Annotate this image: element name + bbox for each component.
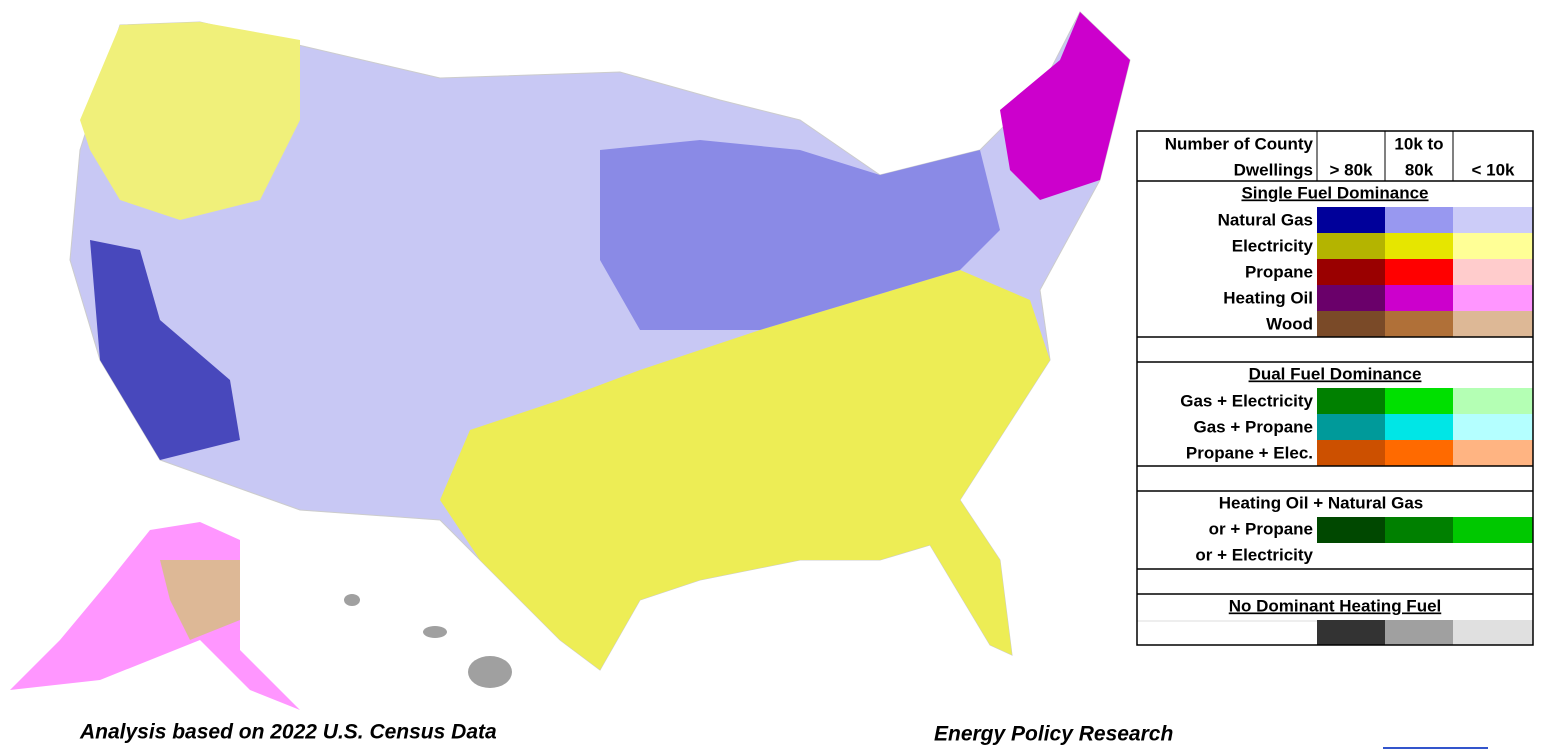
swatch: [1317, 233, 1385, 259]
swatch: [1317, 285, 1385, 311]
swatch: [1317, 311, 1385, 337]
swatch: [1317, 620, 1385, 645]
column-header: < 10k: [1471, 160, 1515, 179]
swatch: [1385, 414, 1453, 440]
map: [10, 11, 1131, 710]
swatch: [1453, 388, 1533, 414]
swatch: [1453, 440, 1533, 466]
swatch: [1385, 233, 1453, 259]
swatch: [1453, 620, 1533, 645]
california-gas: [90, 240, 240, 460]
alaska-wood: [160, 560, 240, 640]
swatch: [1385, 620, 1453, 645]
swatch: [1317, 388, 1385, 414]
northwest-electricity: [80, 22, 300, 220]
swatch: [1453, 311, 1533, 337]
swatch: [1317, 207, 1385, 233]
swatch: [1385, 388, 1453, 414]
hawaii: [468, 656, 512, 688]
swatch: [1385, 311, 1453, 337]
fuel-label: Wood: [1266, 314, 1313, 333]
swatch: [1317, 517, 1385, 543]
fuel-label: or + Electricity: [1195, 545, 1313, 564]
fuel-label: Gas + Propane: [1193, 417, 1313, 436]
section-title: Heating Oil + Natural Gas: [1219, 493, 1424, 512]
midwest-gas: [600, 140, 1000, 330]
fuel-label: Gas + Electricity: [1180, 391, 1313, 410]
section-title: No Dominant Heating Fuel: [1229, 596, 1442, 615]
fuel-label: or + Propane: [1209, 519, 1313, 538]
fuel-label: Propane: [1245, 262, 1313, 281]
fuel-label: Heating Oil: [1223, 288, 1313, 307]
swatch: [1317, 414, 1385, 440]
footer-right: Energy Policy Research: [934, 723, 1173, 746]
hawaii: [423, 626, 447, 638]
alaska: [10, 522, 300, 710]
legend: Number of County Dwellings > 80k 10k to 80k <…: [1136, 130, 1534, 646]
legend-header: Number of County: [1165, 134, 1314, 153]
swatch: [1385, 259, 1453, 285]
legend-header: Dwellings: [1234, 160, 1313, 179]
swatch: [1453, 414, 1533, 440]
section-title: Dual Fuel Dominance: [1249, 364, 1422, 383]
footer-left: Analysis based on 2022 U.S. Census Data: [79, 721, 497, 744]
swatch: [1385, 440, 1453, 466]
swatch: [1453, 517, 1533, 543]
fuel-label: Propane + Elec.: [1186, 443, 1313, 462]
southeast-electricity: [440, 270, 1050, 670]
new-england-oil: [1000, 12, 1130, 200]
column-header: > 80k: [1329, 160, 1373, 179]
swatch: [1453, 285, 1533, 311]
swatch: [1453, 207, 1533, 233]
fuel-label: Electricity: [1232, 236, 1314, 255]
swatch: [1385, 285, 1453, 311]
hawaii: [344, 594, 360, 606]
column-header: 10k to: [1394, 134, 1443, 153]
swatch: [1317, 259, 1385, 285]
fuel-label: Natural Gas: [1218, 210, 1313, 229]
swatch: [1453, 233, 1533, 259]
section-title: Single Fuel Dominance: [1241, 183, 1428, 202]
swatch: [1385, 517, 1453, 543]
swatch: [1317, 440, 1385, 466]
swatch: [1385, 207, 1453, 233]
legend-border: [1136, 130, 1534, 646]
column-header: 80k: [1405, 160, 1434, 179]
swatch: [1453, 259, 1533, 285]
